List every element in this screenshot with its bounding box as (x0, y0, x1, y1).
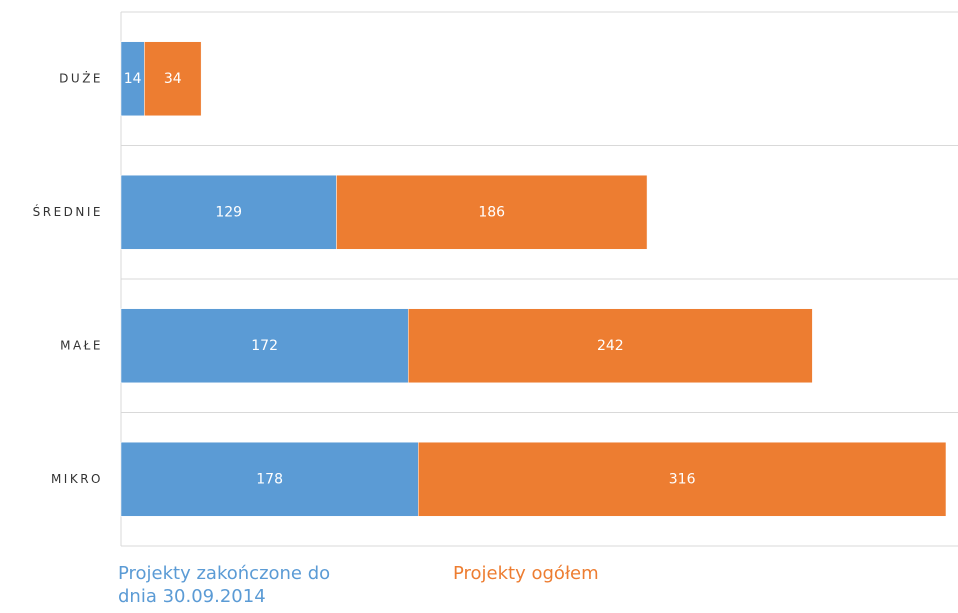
bar (418, 441, 947, 517)
data-label: 242 (597, 338, 624, 354)
data-label: 129 (215, 204, 242, 220)
data-label: 14 (124, 71, 142, 87)
bar (407, 308, 813, 384)
y-tick-label: DUŻE (59, 70, 103, 85)
y-tick-label: ŚREDNIE (33, 204, 103, 219)
bar (120, 174, 337, 250)
data-label: 172 (251, 338, 278, 354)
bar (120, 308, 409, 384)
y-tick-label: MIKRO (51, 472, 103, 486)
bar (120, 441, 419, 517)
data-label: 186 (478, 204, 505, 220)
legend-entry: Projekty ogółem (453, 563, 599, 584)
bar (144, 41, 202, 117)
data-label: 34 (164, 71, 182, 87)
legend-entry: Projekty zakończone do dnia 30.09.2014 (118, 563, 331, 607)
y-tick-label: MAŁE (60, 338, 103, 352)
bar (336, 174, 648, 250)
data-label: 178 (256, 471, 283, 487)
data-label: 316 (669, 471, 696, 487)
